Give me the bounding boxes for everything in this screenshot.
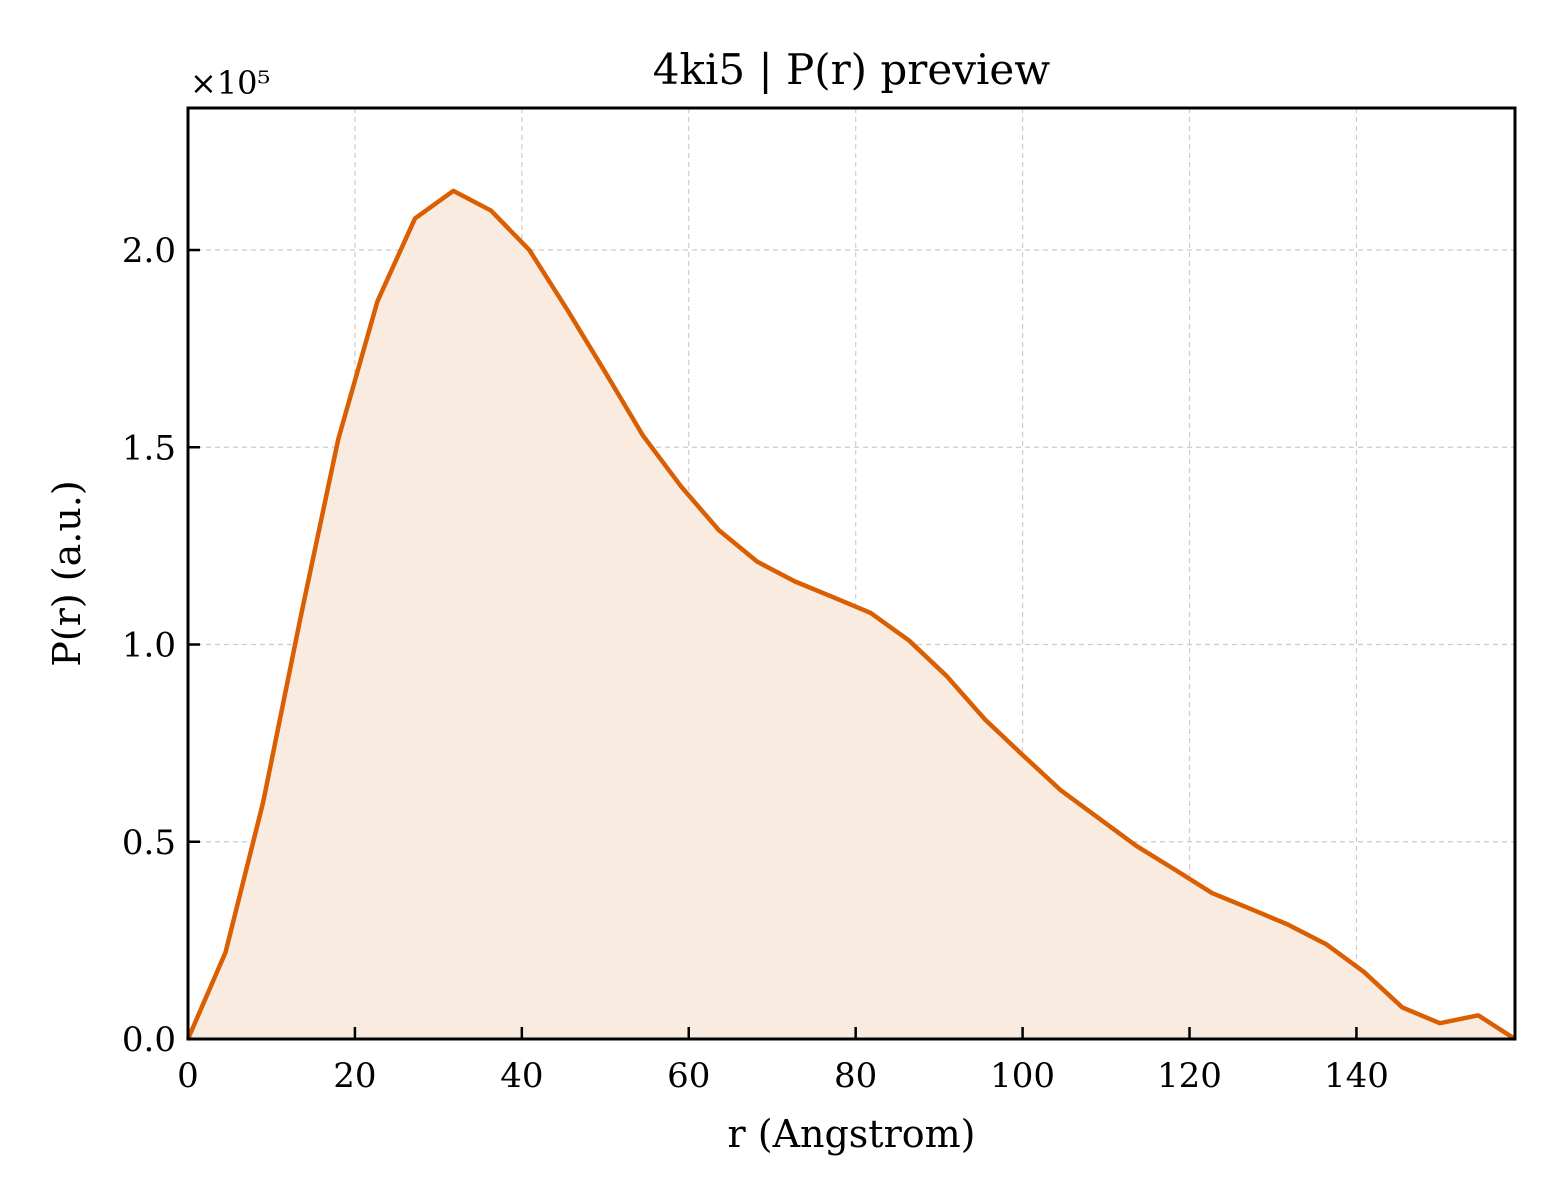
series-area <box>188 190 1515 1040</box>
x-tick-label: 120 <box>1157 1056 1222 1096</box>
y-tick-label: 0.0 <box>122 1020 176 1060</box>
y-tick-label: 1.5 <box>122 428 176 468</box>
x-tick-label: 40 <box>500 1056 543 1096</box>
series-line <box>185 188 1517 1041</box>
y-multiplier-label: ×10⁵ <box>190 64 270 102</box>
y-axis-label: P(r) (a.u.) <box>45 480 89 666</box>
x-tick-label: 20 <box>333 1056 376 1096</box>
y-axis: 0.0 0.5 1.0 1.5 2.0 <box>122 231 200 1060</box>
x-tick-label: 100 <box>990 1056 1055 1096</box>
x-tick-label: 0 <box>177 1056 199 1096</box>
plot-frame <box>186 106 1517 1041</box>
x-tick-label: 80 <box>834 1056 877 1096</box>
y-tick-label: 1.0 <box>122 626 176 666</box>
x-axis: 0 20 40 60 80 100 120 140 <box>177 1027 1389 1096</box>
y-tick-label: 0.5 <box>122 823 176 863</box>
x-tick-label: 60 <box>667 1056 710 1096</box>
x-axis-label: r (Angstrom) <box>728 1112 976 1156</box>
y-tick-label: 2.0 <box>122 231 176 271</box>
chart-title: 4ki5 | P(r) preview <box>653 45 1050 94</box>
x-tick-label: 140 <box>1324 1056 1389 1096</box>
